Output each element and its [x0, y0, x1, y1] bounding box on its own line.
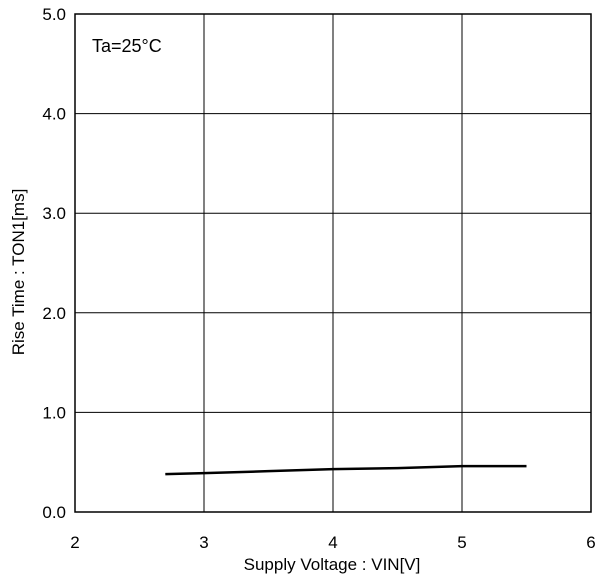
x-tick-label: 2 — [70, 533, 79, 552]
y-tick-labels: 0.0 1.0 2.0 3.0 4.0 5.0 — [42, 5, 66, 522]
y-axis-label: Rise Time : TON1[ms] — [9, 189, 28, 356]
grid-lines — [75, 14, 591, 512]
y-tick-label: 2.0 — [42, 304, 66, 323]
x-tick-label: 3 — [199, 533, 208, 552]
series-line — [165, 464, 527, 476]
x-tick-label: 5 — [457, 533, 466, 552]
y-tick-label: 1.0 — [42, 403, 66, 422]
x-tick-label: 6 — [586, 533, 595, 552]
y-tick-label: 3.0 — [42, 204, 66, 223]
x-axis-label: Supply Voltage : VIN[V] — [244, 555, 421, 574]
series-layer — [165, 464, 527, 476]
y-tick-label: 5.0 — [42, 5, 66, 24]
y-tick-label: 4.0 — [42, 105, 66, 124]
x-tick-label: 4 — [328, 533, 337, 552]
x-tick-labels: 2 3 4 5 6 — [70, 533, 595, 552]
temperature-annotation: Ta=25°C — [92, 36, 162, 56]
y-tick-label: 0.0 — [42, 503, 66, 522]
plot-frame — [74, 13, 592, 513]
